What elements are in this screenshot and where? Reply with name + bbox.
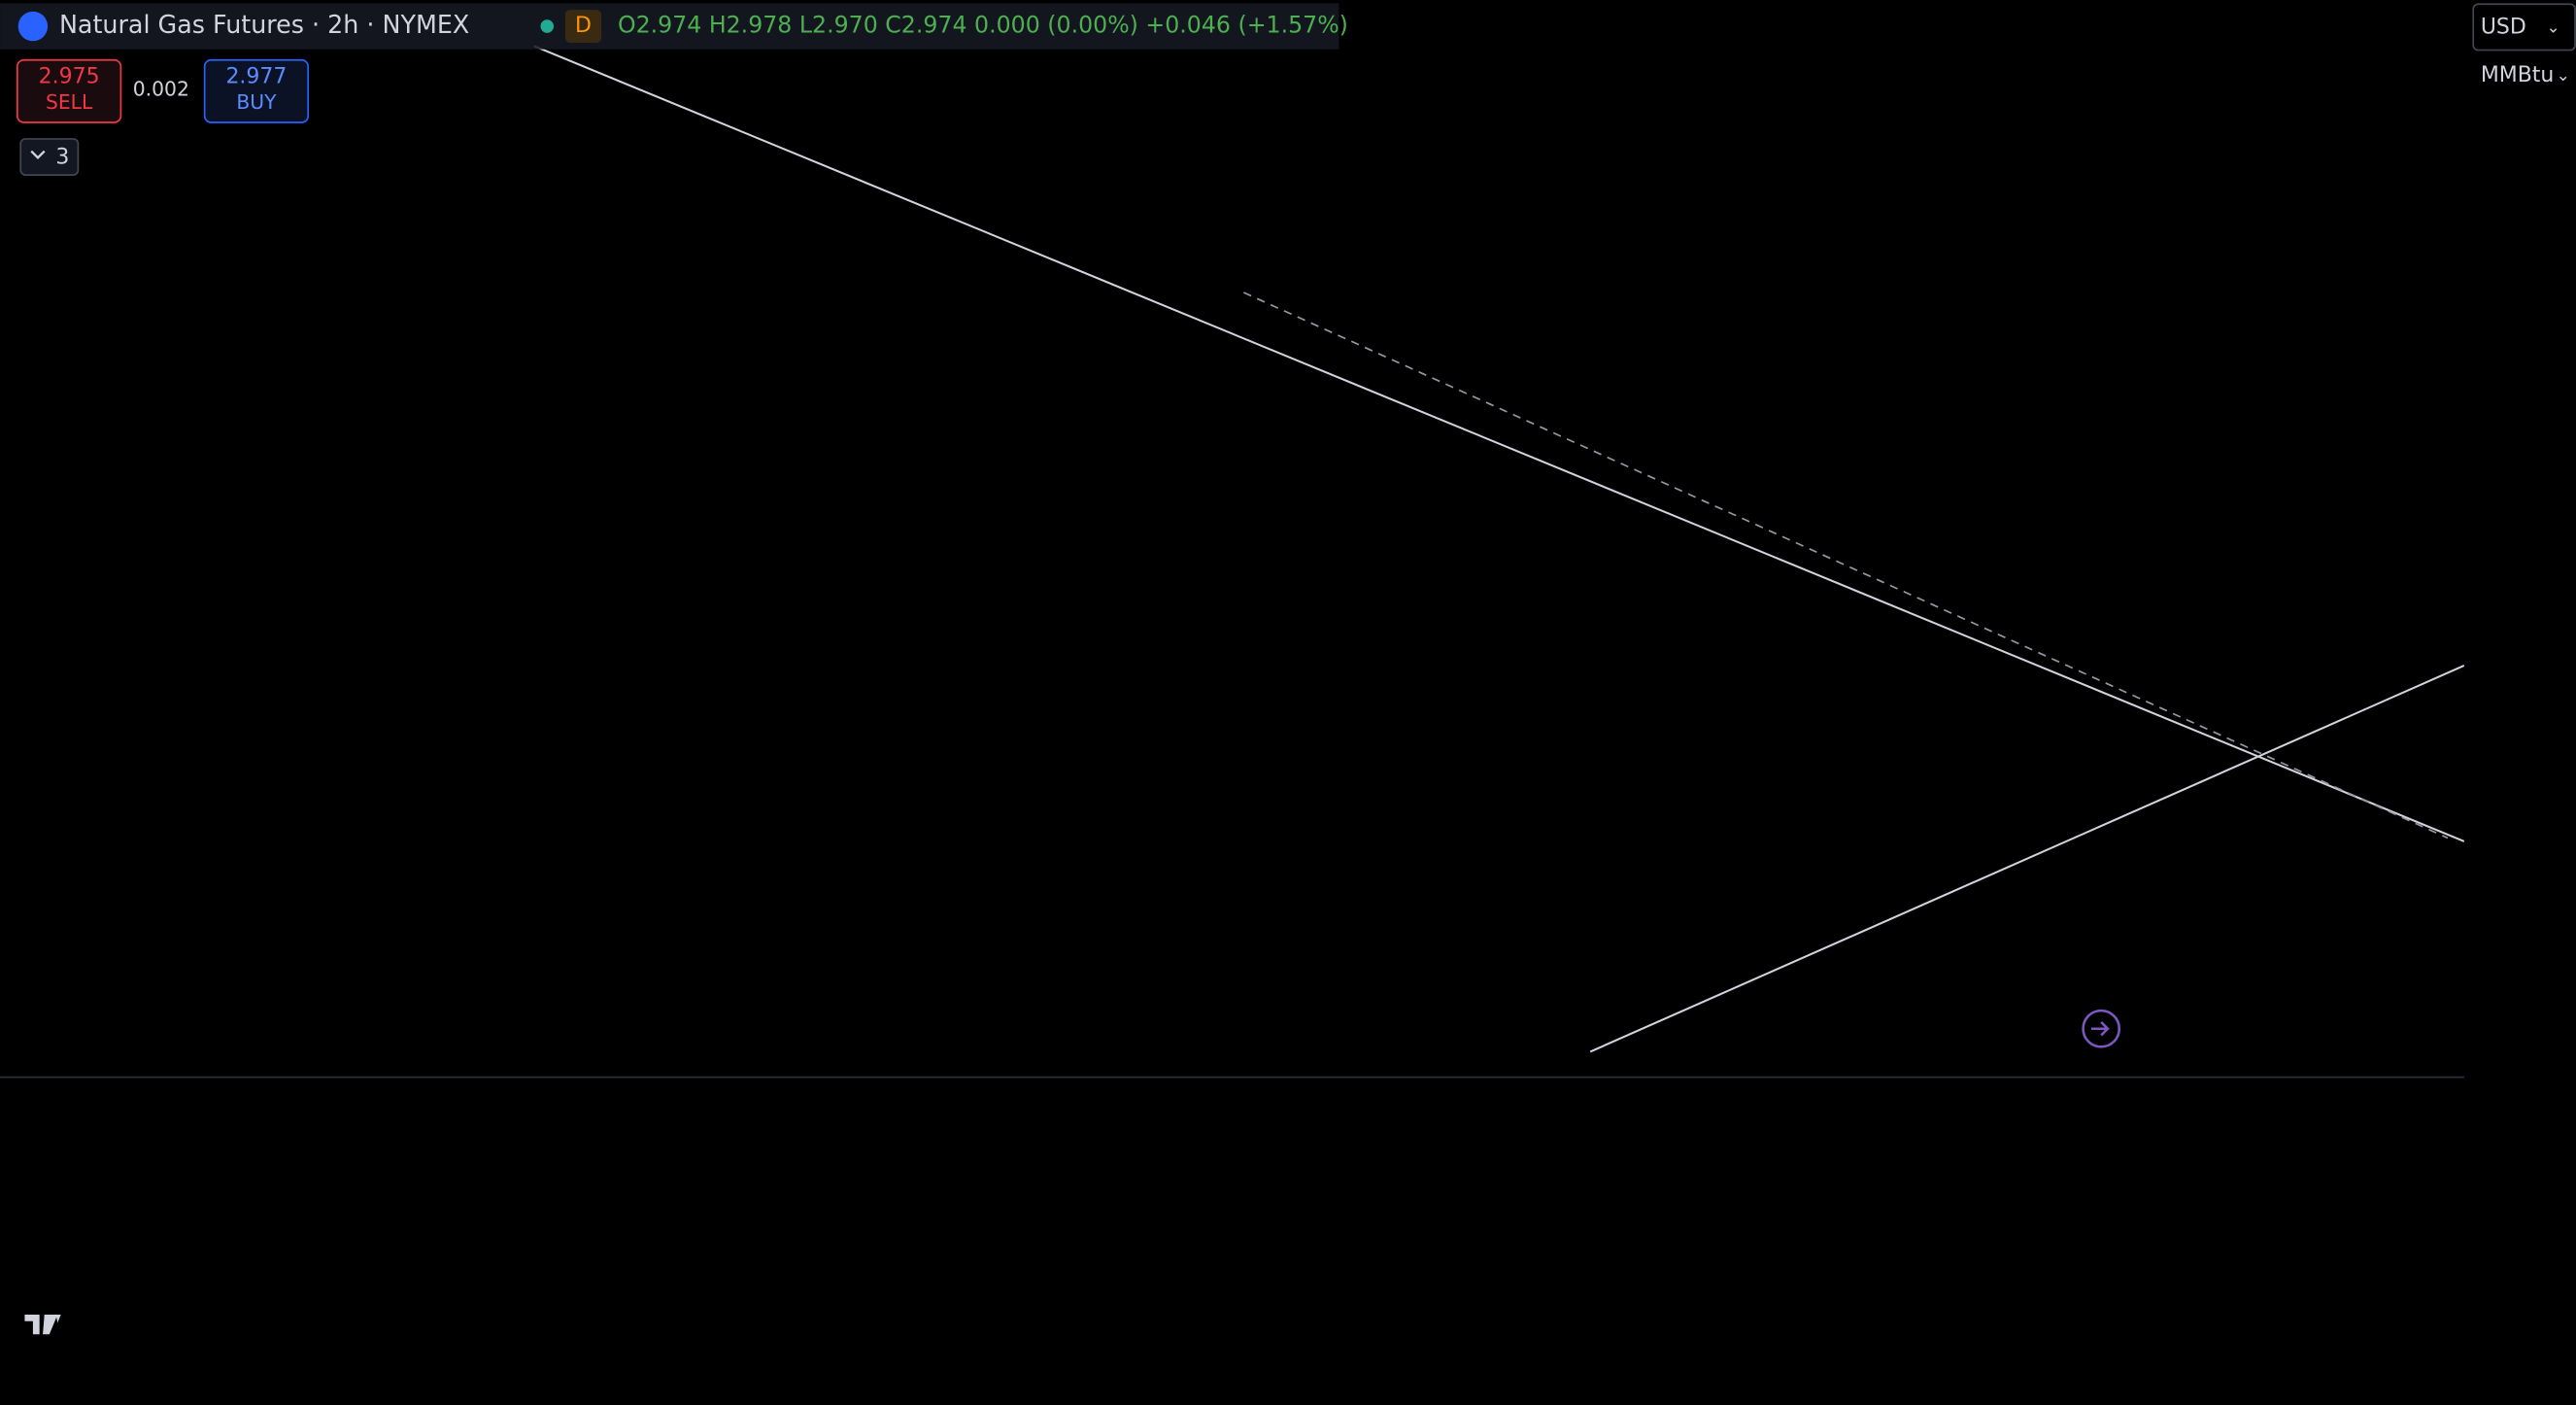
replay-arrow	[2091, 1021, 2110, 1037]
sell-label: SELL	[46, 90, 93, 114]
spread: 0.002	[133, 78, 189, 101]
replay-icon[interactable]	[2082, 1009, 2121, 1048]
indicator-count: 3	[55, 145, 69, 169]
unit-caret: ⌄	[2557, 65, 2570, 85]
currency: USD	[2481, 16, 2526, 40]
trend-line-dashed	[1242, 291, 2449, 840]
currency-caret: ⌄	[2546, 17, 2559, 37]
unit: MMBtu	[2481, 63, 2555, 87]
header-bar	[0, 3, 1339, 50]
badge-box	[564, 10, 602, 43]
sell-button[interactable]	[16, 58, 122, 123]
ohlc-readout: O2.974 H2.978 L2.970 C2.974 0.000 (0.00%…	[618, 12, 1348, 39]
buy-button[interactable]	[203, 58, 310, 123]
logo	[24, 1314, 61, 1335]
symbol-icon	[17, 11, 49, 42]
sell-price: 2.975	[39, 64, 100, 88]
price-scale	[2463, 0, 2576, 1405]
indicator-toggle[interactable]	[19, 138, 80, 176]
currency-box[interactable]	[2472, 3, 2576, 51]
unit-box[interactable]	[2473, 52, 2576, 96]
symbol-title[interactable]: Natural Gas Futures · 2h · NYMEX	[59, 10, 469, 39]
market-status	[540, 19, 555, 33]
trend-line	[533, 45, 2465, 842]
trend-line	[1589, 665, 2465, 1053]
buy-label: BUY	[236, 90, 277, 114]
buy-price: 2.977	[225, 64, 287, 88]
chevron	[30, 150, 46, 160]
badge[interactable]: D	[575, 14, 592, 38]
